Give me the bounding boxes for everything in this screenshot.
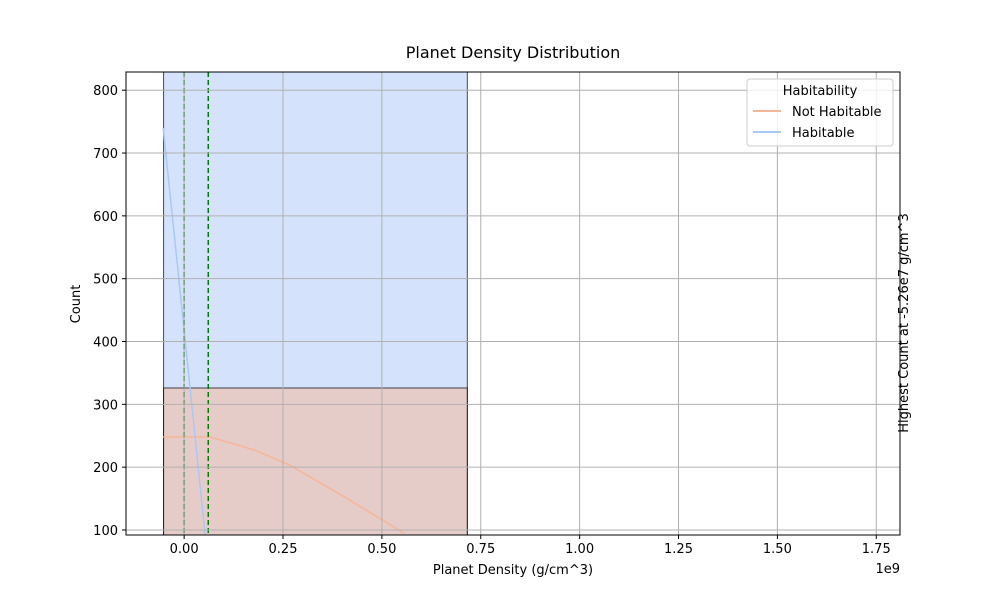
x-tick-label: 1.50 — [763, 542, 792, 557]
chart-title: Planet Density Distribution — [406, 43, 621, 62]
x-axis-label: Planet Density (g/cm^3) — [433, 563, 593, 578]
y-tick-label: 700 — [93, 147, 118, 162]
x-tick-label: 1.75 — [862, 542, 891, 557]
y-tick-label: 400 — [93, 336, 118, 351]
y-tick-label: 300 — [93, 398, 118, 413]
y-tick-label: 800 — [93, 84, 118, 99]
x-tick-label: 1.00 — [565, 542, 594, 557]
x-tick-label: 0.25 — [269, 542, 298, 557]
annotation: Highest Count at -5.26e7 g/cm^3 — [897, 213, 912, 432]
y-tick-label: 500 — [93, 273, 118, 288]
y-tick-label: 200 — [93, 461, 118, 476]
legend-box — [746, 78, 894, 147]
x-tick-label: 1.25 — [664, 542, 693, 557]
x-tick-label: 0.00 — [170, 542, 199, 557]
y-axis-label: Count — [69, 285, 84, 324]
legend-title: Habitability — [783, 84, 858, 99]
plot-frame — [125, 71, 901, 536]
kde-line — [163, 436, 405, 534]
legend-label: Not Habitable — [792, 105, 881, 120]
legend: Habitability Not Habitable Habitable — [746, 78, 894, 147]
y-tick-label: 600 — [93, 210, 118, 225]
legend-label: Habitable — [792, 126, 855, 141]
x-tick-label: 0.50 — [367, 542, 396, 557]
x-offset-label: 1e9 — [875, 562, 900, 577]
x-tick-label: 0.75 — [466, 542, 495, 557]
bar — [163, 387, 468, 535]
plot-area — [162, 72, 468, 535]
y-tick-label: 100 — [93, 524, 118, 539]
